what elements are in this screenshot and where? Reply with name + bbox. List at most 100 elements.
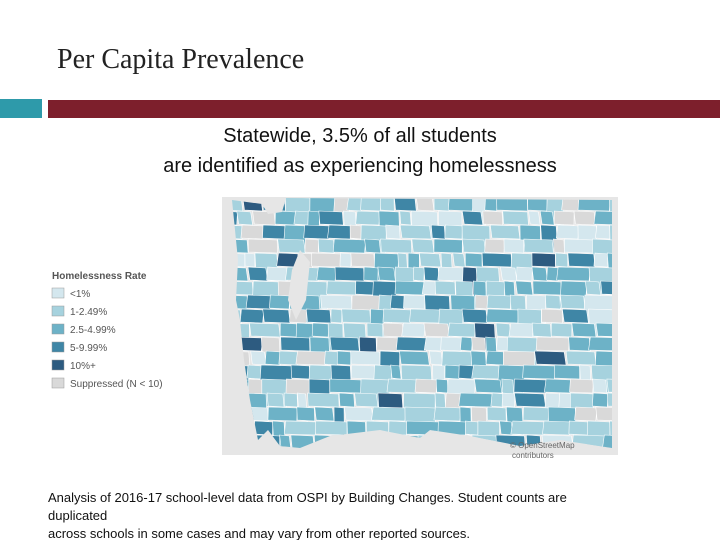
district [433,238,463,254]
district [561,308,589,324]
district [489,224,521,240]
district [567,252,596,268]
district [388,420,408,436]
district [262,224,286,240]
district [329,336,360,352]
district [421,280,438,296]
district [523,238,554,254]
district [574,406,598,422]
legend-label: 1-2.49% [70,307,107,318]
district [437,266,465,282]
district [250,350,267,366]
district [440,336,463,352]
district [433,198,450,212]
district [464,252,483,268]
district [338,392,355,408]
map-attribution: contributors [512,451,554,460]
district [490,392,505,408]
district [471,364,502,380]
district [350,364,376,380]
district [311,322,330,338]
district [377,266,396,282]
district [401,322,426,338]
district [584,280,602,296]
district [385,224,401,240]
district [444,364,460,380]
district [278,350,299,366]
district [244,252,256,268]
district [274,210,297,226]
legend-label: 2.5-4.99% [70,325,116,336]
district [355,210,381,226]
district [280,336,311,352]
footnote: duplicated [48,508,107,523]
district [592,378,608,394]
district [339,252,352,268]
district [600,280,612,296]
district [531,266,548,282]
district [534,350,567,366]
district [403,294,426,310]
district [484,238,506,254]
district [380,198,395,212]
district [496,336,509,352]
district [486,406,507,422]
district [355,280,374,296]
district [471,336,487,352]
district [264,350,282,366]
district [327,224,352,240]
district [577,198,611,212]
district [266,392,285,408]
district [593,210,612,226]
district [245,294,273,310]
district [307,392,340,408]
map [232,198,612,448]
legend-label: 5-9.99% [70,343,107,354]
district [571,322,597,338]
district [283,392,298,408]
district [239,308,265,324]
district [371,406,407,422]
district [295,350,328,366]
legend-title: Homelessness Rate [52,271,147,282]
district [532,280,562,296]
district [542,420,572,436]
district [277,238,306,254]
district [395,336,428,352]
district [595,406,612,422]
district [535,336,570,352]
legend-swatch [51,377,65,389]
district [460,336,473,352]
district [326,280,358,296]
district [539,210,555,226]
legend: <1% 1-2.49% 2.5-4.99% 5-9.99% 10%+ Suppressed… [51,287,163,390]
district [329,378,362,394]
district [514,392,547,408]
district [246,364,263,380]
district [508,322,535,338]
district [399,350,430,366]
district [464,420,479,436]
district [236,210,253,226]
district [588,336,612,352]
district [565,350,597,366]
district [522,364,556,380]
district [389,294,406,310]
slide-title: Per Capita Prevalence [57,44,304,75]
district [360,198,382,212]
district [474,378,503,394]
district [458,364,475,380]
district [428,350,444,366]
legend-label: 10%+ [70,361,96,372]
district [434,280,456,296]
legend-swatch [51,305,65,317]
district [452,252,466,268]
district [495,434,527,448]
subtitle: Statewide, 3.5% of all students [223,125,497,147]
district [545,294,561,310]
district [386,378,419,394]
district [546,266,560,282]
district [461,238,486,254]
district [418,252,442,268]
district [555,252,569,268]
